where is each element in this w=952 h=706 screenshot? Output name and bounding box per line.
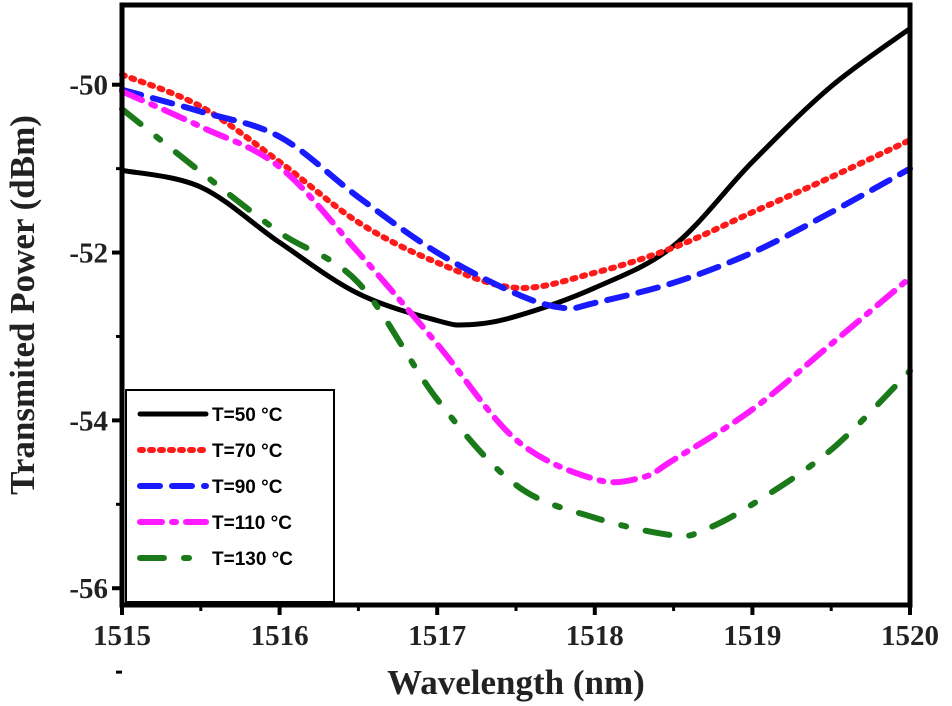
x-tick-label: 1519 <box>723 620 781 652</box>
legend: T=50 °C T=70 °C T=90 °C T=110 °C T=130 °C <box>125 389 335 603</box>
y-tick-label: -54 <box>69 405 108 437</box>
series-line-3 <box>119 88 913 486</box>
series-line-4 <box>119 106 913 539</box>
legend-label: T=130 °C <box>212 549 293 570</box>
legend-label: T=110 °C <box>212 513 292 534</box>
y-axis-label: Transmited Power (dBm) <box>3 115 42 495</box>
series-line-0 <box>119 25 913 328</box>
axis-ticks: 1515 1516 1517 1518 1519 1520 -50 -52 -54 -56 <box>69 70 939 674</box>
legend-label: T=70 °C <box>212 441 283 462</box>
legend-item: T=130 °C <box>137 549 293 570</box>
legend-item: T=110 °C <box>137 513 292 534</box>
series-line-2 <box>119 86 913 312</box>
x-tick-label: 1518 <box>566 620 624 652</box>
plot-curves <box>119 25 913 539</box>
legend-item: T=90 °C <box>137 477 283 498</box>
legend-item: T=70 °C <box>137 441 283 462</box>
legend-label: T=90 °C <box>212 477 283 498</box>
y-tick-label: -56 <box>69 573 108 605</box>
series-line-1 <box>119 71 913 291</box>
x-tick-label: 1516 <box>251 620 309 652</box>
x-axis-label: Wavelength (nm) <box>387 663 645 702</box>
x-tick-label: 1515 <box>93 620 151 652</box>
legend-item: T=50 °C <box>137 405 283 426</box>
y-tick-label: -50 <box>69 70 108 102</box>
y-tick-label: -52 <box>69 238 108 270</box>
x-tick-label: 1517 <box>408 620 466 652</box>
legend-label: T=50 °C <box>212 405 283 426</box>
x-tick-label: 1520 <box>881 620 939 652</box>
legend-box <box>125 389 335 603</box>
